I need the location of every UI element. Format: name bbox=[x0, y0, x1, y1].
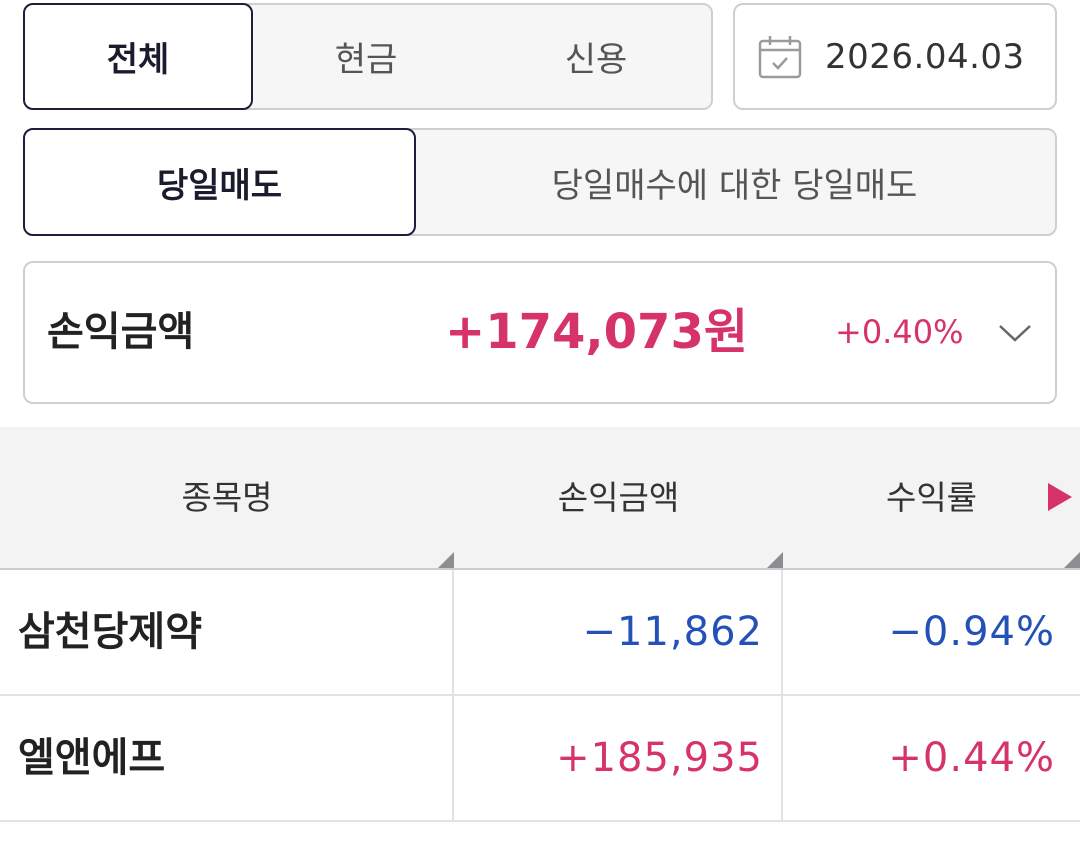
table-header: 종목명 손익금액 수익률 bbox=[0, 427, 1080, 570]
tab-all[interactable]: 전체 bbox=[23, 3, 253, 110]
pnl-table: 종목명 손익금액 수익률 삼천당제약 −11,862 −0.94% 엘앤에프 +… bbox=[0, 427, 1080, 822]
table-row[interactable]: 삼천당제약 −11,862 −0.94% bbox=[0, 570, 1080, 696]
summary-amount: +174,073원 bbox=[445, 304, 749, 360]
header-rate[interactable]: 수익률 bbox=[783, 427, 1080, 568]
stock-rate: −0.94% bbox=[888, 609, 1055, 655]
sort-corner-icon bbox=[438, 552, 454, 568]
tab-credit[interactable]: 신용 bbox=[564, 40, 628, 80]
stock-pnl: −11,862 bbox=[582, 609, 763, 655]
column-divider bbox=[781, 570, 783, 694]
tab-same-day-sell[interactable]: 당일매도 bbox=[23, 128, 416, 236]
account-type-tabs: 전체 현금 신용 bbox=[23, 3, 713, 110]
stock-rate: +0.44% bbox=[888, 735, 1055, 781]
sort-corner-icon bbox=[1064, 552, 1080, 568]
stock-name: 삼천당제약 bbox=[18, 609, 202, 655]
sell-type-tabs: 당일매도 당일매수에 대한 당일매도 bbox=[23, 128, 1057, 236]
header-stock-name[interactable]: 종목명 bbox=[0, 427, 454, 568]
date-value: 2026.04.03 bbox=[825, 36, 1025, 77]
tab-cash[interactable]: 현금 bbox=[334, 40, 398, 80]
column-divider bbox=[452, 696, 454, 820]
column-divider bbox=[781, 696, 783, 820]
stock-name: 엘앤에프 bbox=[18, 735, 166, 781]
column-divider bbox=[452, 570, 454, 694]
calendar-icon bbox=[758, 35, 802, 78]
tab-same-day-buy-sell[interactable]: 당일매수에 대한 당일매도 bbox=[551, 165, 918, 206]
play-icon[interactable] bbox=[1048, 483, 1072, 511]
date-picker[interactable]: 2026.04.03 bbox=[733, 3, 1057, 110]
pnl-summary[interactable]: 손익금액 +174,073원 +0.40% bbox=[23, 261, 1057, 404]
stock-pnl: +185,935 bbox=[556, 735, 763, 781]
summary-label: 손익금액 bbox=[47, 309, 195, 355]
chevron-down-icon[interactable] bbox=[997, 321, 1033, 345]
header-pnl[interactable]: 손익금액 bbox=[454, 427, 783, 568]
sort-corner-icon bbox=[767, 552, 783, 568]
table-row[interactable]: 엘앤에프 +185,935 +0.44% bbox=[0, 696, 1080, 822]
summary-rate: +0.40% bbox=[835, 313, 964, 351]
